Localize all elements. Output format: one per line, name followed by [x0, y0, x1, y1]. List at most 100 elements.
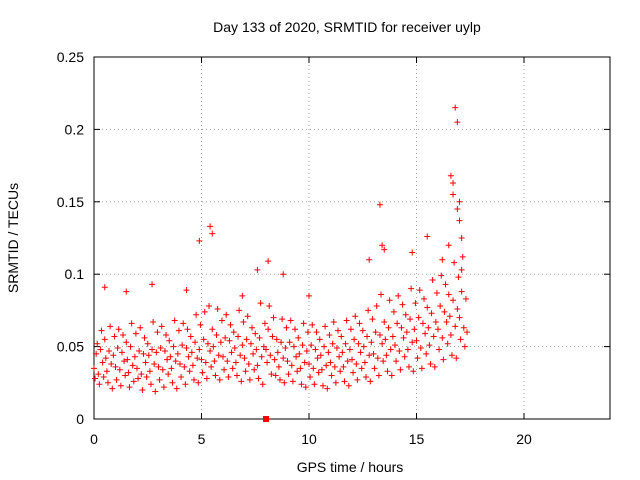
data-point: [367, 378, 374, 385]
data-point: [265, 258, 272, 265]
data-point: [439, 256, 446, 263]
data-point: [297, 365, 304, 372]
data-point: [306, 360, 312, 367]
data-point: [146, 368, 153, 375]
data-point: [228, 349, 235, 356]
data-point: [409, 339, 416, 346]
data-point: [141, 334, 148, 341]
data-point: [253, 346, 260, 353]
data-point: [317, 352, 324, 359]
data-point: [163, 332, 170, 339]
data-point: [417, 345, 424, 352]
data-point: [140, 350, 147, 357]
data-point: [365, 307, 372, 314]
chart-title: Day 133 of 2020, SRMTID for receiver uyl…: [213, 19, 481, 35]
data-point: [376, 201, 383, 208]
data-point: [340, 363, 347, 370]
data-point: [385, 324, 392, 331]
data-point: [388, 372, 395, 379]
data-point: [384, 368, 391, 375]
data-point: [378, 291, 385, 298]
data-point: [450, 297, 457, 304]
data-point: [394, 320, 401, 327]
data-point: [126, 384, 133, 391]
data-point: [285, 371, 292, 378]
data-point: [452, 104, 459, 111]
data-point: [189, 362, 196, 369]
data-point: [233, 372, 240, 379]
data-point: [206, 303, 213, 310]
data-point: [97, 346, 104, 353]
data-point: [121, 358, 128, 365]
data-point: [249, 324, 256, 331]
data-point: [338, 333, 345, 340]
data-point: [168, 365, 175, 372]
data-point: [131, 353, 138, 360]
data-point: [227, 321, 234, 328]
data-point: [411, 326, 418, 333]
y-tick-label: 0.25: [57, 49, 84, 65]
data-point: [324, 385, 331, 392]
data-point: [342, 340, 349, 347]
data-point: [170, 343, 177, 350]
data-point: [443, 318, 450, 325]
data-point: [274, 349, 281, 356]
data-point: [315, 369, 322, 376]
data-point: [327, 359, 334, 366]
data-point: [450, 191, 457, 198]
data-point: [325, 349, 332, 356]
data-point: [307, 374, 314, 381]
data-point: [273, 336, 280, 343]
data-point: [341, 378, 348, 385]
data-point: [240, 318, 247, 325]
data-point: [439, 334, 446, 341]
data-point: [398, 324, 405, 331]
data-point: [326, 332, 333, 339]
data-point: [117, 382, 124, 389]
data-point: [387, 346, 394, 353]
data-point: [226, 337, 233, 344]
data-point: [319, 382, 326, 389]
data-point: [216, 376, 223, 383]
data-point: [108, 360, 115, 367]
data-point: [251, 366, 258, 373]
data-point: [143, 374, 150, 381]
data-point: [453, 355, 460, 362]
data-point: [179, 342, 186, 349]
data-point: [222, 334, 229, 341]
data-point: [441, 308, 448, 315]
data-point: [270, 314, 277, 321]
data-point: [414, 355, 421, 362]
data-point: [153, 349, 160, 356]
data-point: [254, 362, 261, 369]
data-point: [407, 316, 414, 323]
data-point: [210, 343, 217, 350]
data-point: [208, 363, 215, 370]
data-point: [308, 342, 315, 349]
data-point: [287, 317, 294, 324]
plot-frame: [93, 56, 611, 420]
data-point: [416, 287, 423, 294]
data-point: [436, 346, 443, 353]
data-point: [440, 356, 447, 363]
data-point: [280, 271, 287, 278]
data-point: [290, 343, 297, 350]
data-point: [298, 381, 305, 388]
data-point: [458, 288, 465, 295]
data-point: [374, 355, 381, 362]
data-point: [444, 340, 451, 347]
data-point: [196, 237, 203, 244]
data-point: [136, 347, 143, 354]
data-point: [166, 337, 173, 344]
data-point: [207, 347, 214, 354]
data-point: [256, 334, 263, 341]
data-point: [258, 353, 265, 360]
data-point: [331, 363, 338, 370]
y-axis-label: SRMTID / TECUs: [5, 183, 21, 293]
data-point: [382, 336, 389, 343]
data-point: [129, 362, 136, 369]
y-tick-label: 0.15: [57, 194, 84, 210]
data-point: [316, 336, 323, 343]
data-point: [128, 320, 135, 327]
data-point: [175, 327, 182, 334]
